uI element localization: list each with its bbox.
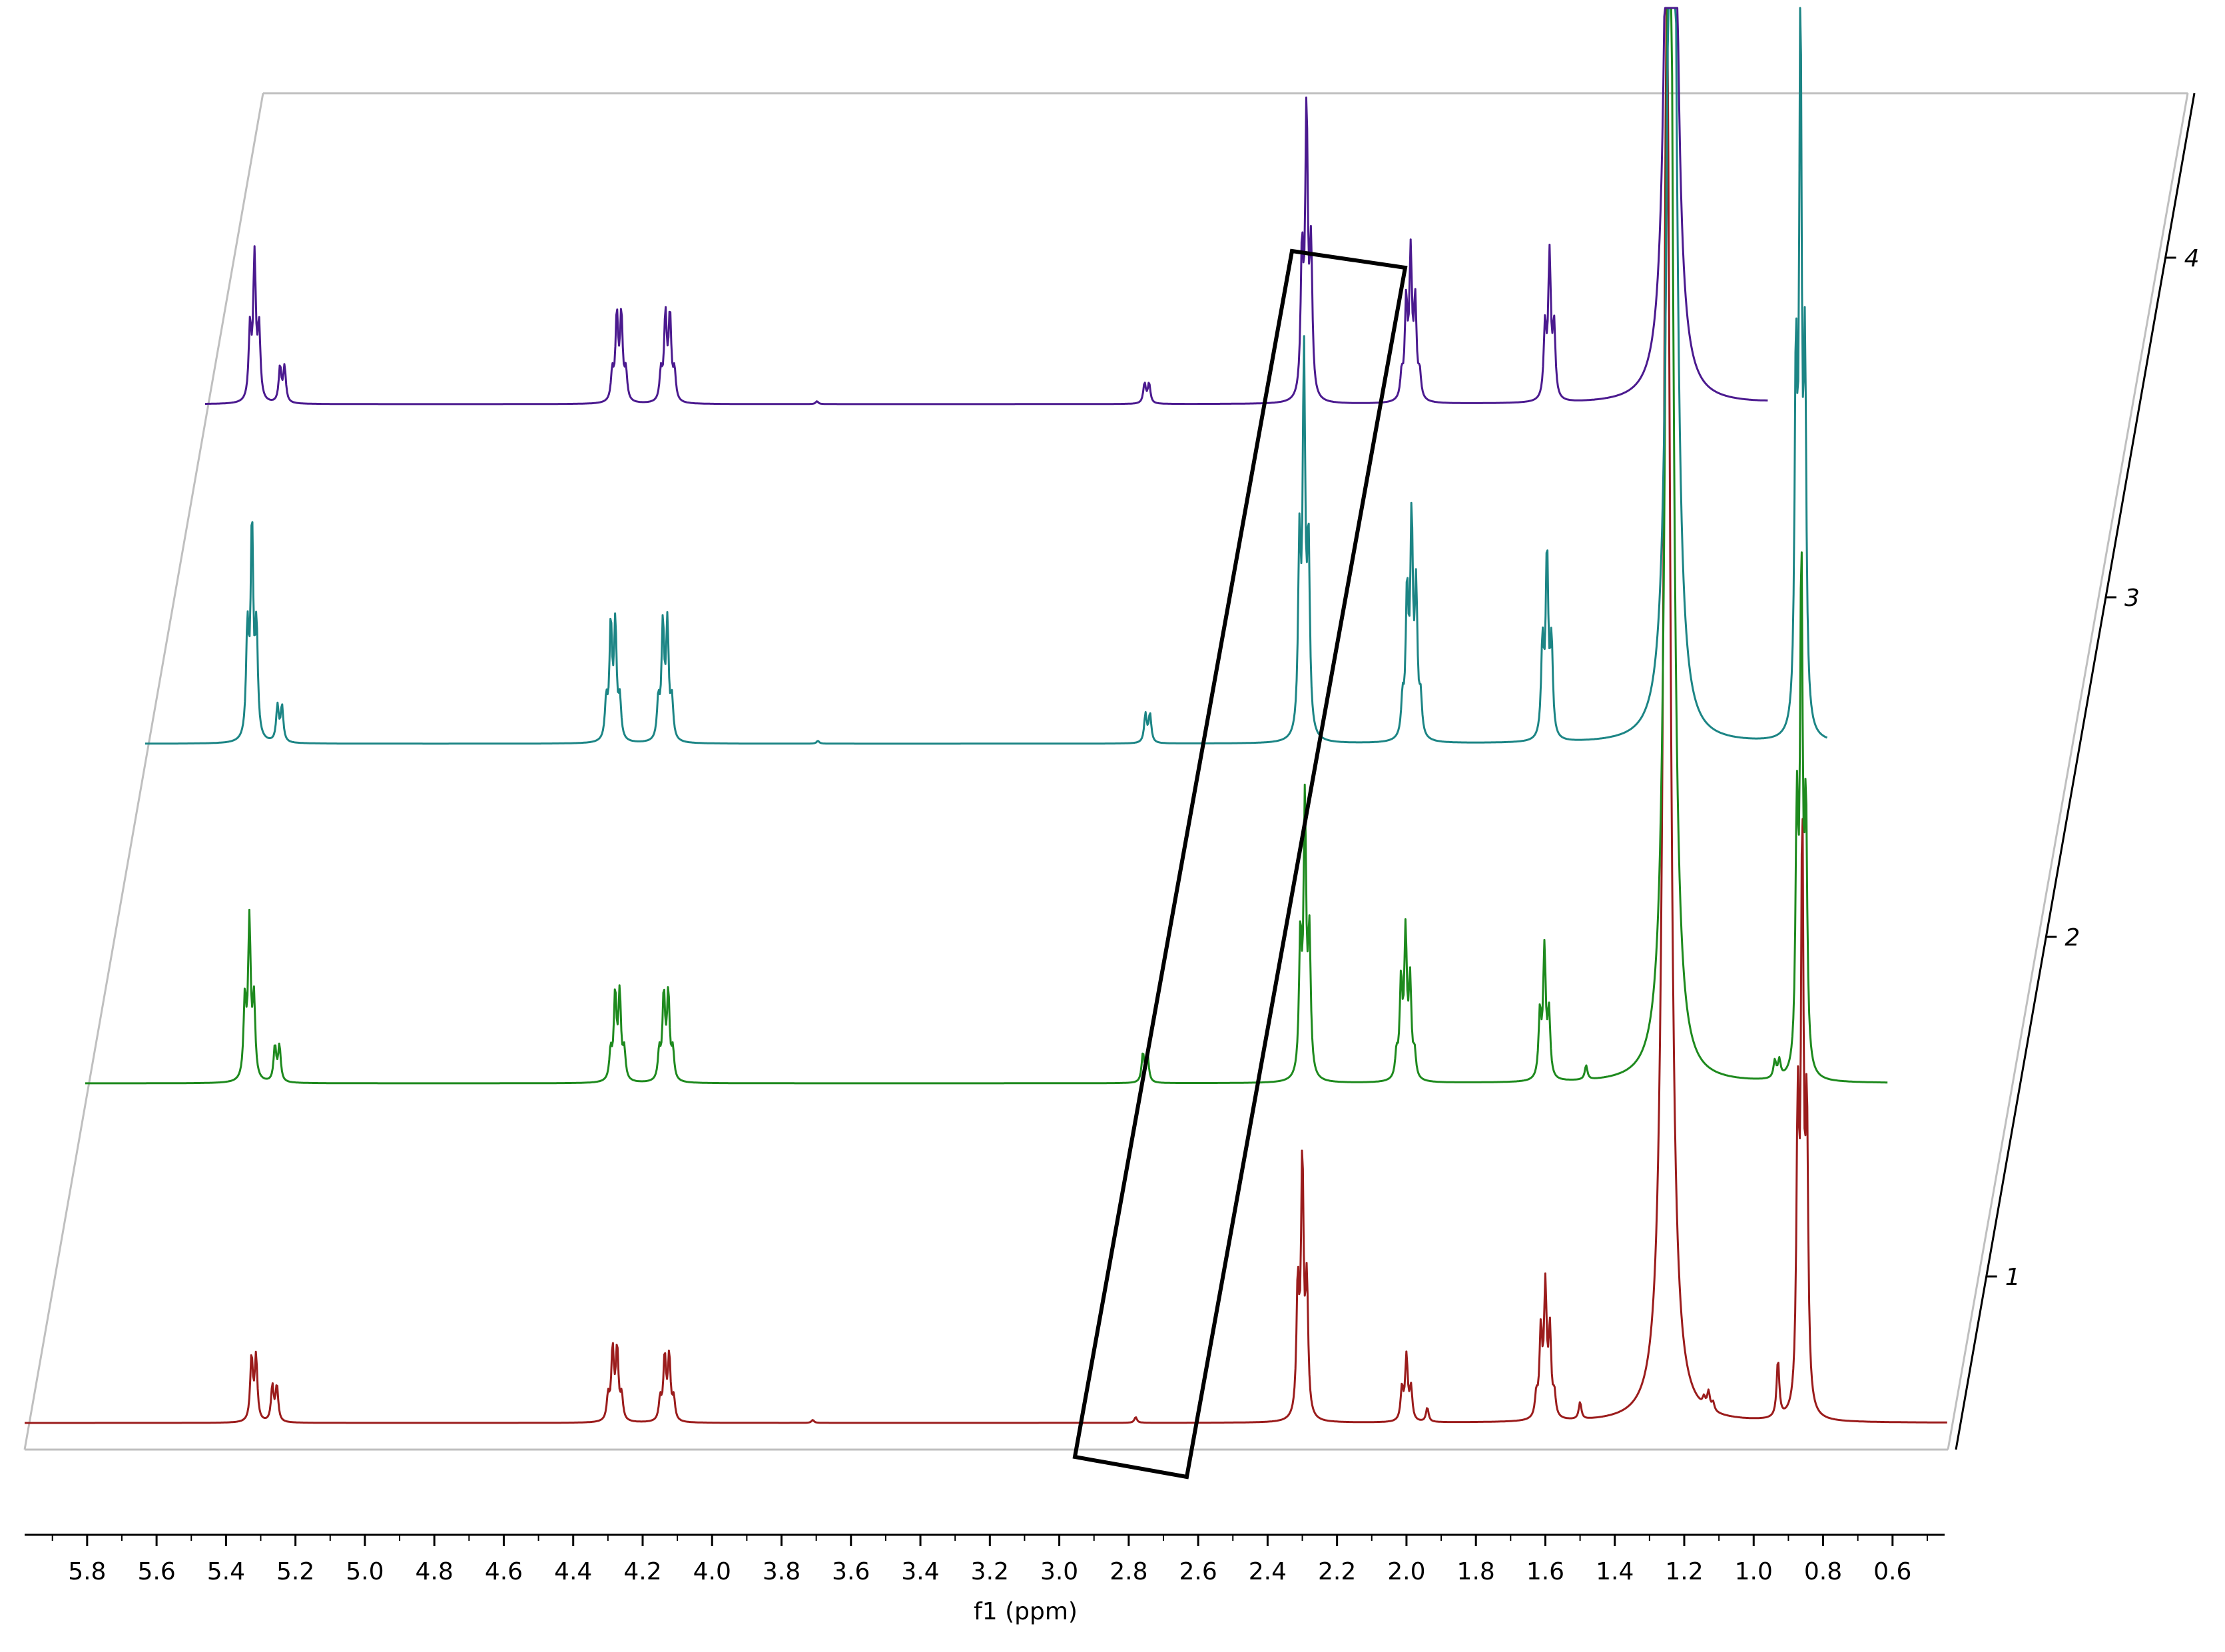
x-tick-label: 0.6 <box>1873 1558 1911 1585</box>
x-tick-label: 2.4 <box>1249 1558 1287 1585</box>
x-tick-label: 4.6 <box>485 1558 523 1585</box>
highlight-box <box>1072 248 1408 1480</box>
x-tick-label: 5.8 <box>68 1558 106 1585</box>
x-tick-label: 0.8 <box>1804 1558 1842 1585</box>
x-axis: 5.8 5.6 5.4 5.2 5.0 4.8 4.6 4.4 4.2 4.0 3.8 3.6 3.4 3… <box>25 1533 1945 1585</box>
spectrum-4-line <box>204 7 1768 406</box>
spectrum-3-line <box>145 7 1828 745</box>
x-axis-title: f1 (ppm) <box>974 1598 1078 1625</box>
stack-frame <box>23 92 2189 1451</box>
x-tick-label: 2.0 <box>1387 1558 1425 1585</box>
x-tick-label: 4.0 <box>693 1558 731 1585</box>
x-tick-label: 2.2 <box>1318 1558 1356 1585</box>
spectrum-2-line <box>85 7 1888 1085</box>
frame-left-edge <box>23 93 264 1450</box>
x-tick-label: 4.4 <box>554 1558 592 1585</box>
stack-axis-label: 3 <box>2124 585 2140 612</box>
spectrum-1-line <box>24 7 1947 1424</box>
x-tick-label: 5.2 <box>276 1558 314 1585</box>
x-tick-label: 2.8 <box>1110 1558 1147 1585</box>
x-tick-label: 1.4 <box>1596 1558 1634 1585</box>
stack-axis-line <box>1955 93 2196 1450</box>
x-tick-label: 2.6 <box>1179 1558 1217 1585</box>
spectra-layer <box>24 7 1947 1424</box>
stack-axis-label: 1 <box>2005 1264 2021 1291</box>
x-tick-label: 4.2 <box>623 1558 661 1585</box>
x-tick-label: 3.8 <box>763 1558 800 1585</box>
x-tick-label: 1.6 <box>1526 1558 1564 1585</box>
stack-axis: 1 2 3 4 <box>1955 93 2200 1450</box>
x-tick-label: 4.8 <box>416 1558 454 1585</box>
x-tick-label: 5.0 <box>346 1558 384 1585</box>
x-tick-label: 3.0 <box>1040 1558 1078 1585</box>
stack-axis-label: 4 <box>2184 245 2200 272</box>
frame-right-edge <box>1947 93 2189 1450</box>
x-tick-label: 5.6 <box>137 1558 175 1585</box>
x-tick-label: 1.0 <box>1735 1558 1773 1585</box>
x-tick-label: 3.4 <box>901 1558 939 1585</box>
x-tick-label: 1.8 <box>1457 1558 1495 1585</box>
highlight-rectangle <box>1072 248 1408 1480</box>
x-tick-label: 3.6 <box>832 1558 870 1585</box>
stack-axis-label: 2 <box>2065 924 2080 952</box>
x-tick-label: 3.2 <box>971 1558 1009 1585</box>
x-tick-label: 5.4 <box>207 1558 245 1585</box>
x-tick-label: 1.2 <box>1665 1558 1703 1585</box>
